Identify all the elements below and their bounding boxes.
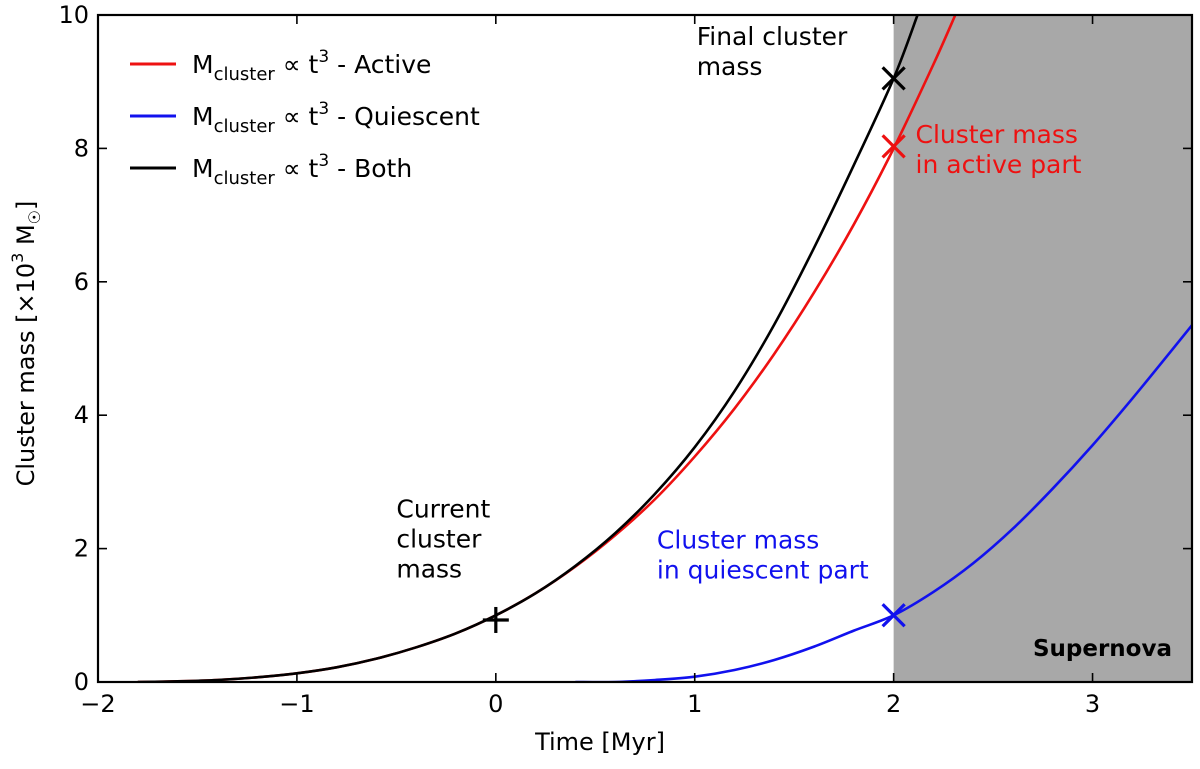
legend-item-active: Mcluster ∝ t3 - Active — [130, 47, 431, 85]
current-mass-annotation: Current cluster mass — [396, 494, 490, 583]
series-both-line — [137, 15, 919, 682]
y-tick-label: 2 — [74, 535, 89, 563]
tick-layer: −2 −1 0 1 2 3 0 2 4 6 8 10 — [58, 1, 1192, 718]
x-tick-label: 3 — [1085, 690, 1100, 718]
y-axis-label: Cluster mass [×103 M☉] — [8, 201, 44, 487]
marker-stroke — [881, 603, 906, 628]
legend-label: Mcluster ∝ t3 - Both — [192, 151, 412, 189]
y-tick-label: 0 — [74, 668, 89, 696]
annotation-layer: Current cluster mass Final cluster mass Clust… — [396, 22, 1081, 585]
x-tick-label: 1 — [687, 690, 702, 718]
y-tick-label: 4 — [74, 401, 89, 429]
marker-stroke — [881, 134, 906, 159]
marker-stroke — [881, 66, 906, 91]
y-tick-label: 8 — [74, 134, 89, 162]
quiescent-mass-marker — [881, 603, 906, 628]
x-tick-label: −2 — [80, 690, 115, 718]
legend-label: Mcluster ∝ t3 - Quiescent — [192, 99, 480, 137]
legend: Mcluster ∝ t3 - Active Mcluster ∝ t3 - Qu… — [130, 47, 480, 189]
marker-layer — [482, 66, 906, 633]
supernova-region — [893, 15, 1192, 682]
x-axis-label: Time [Myr] — [534, 728, 665, 756]
legend-item-both: Mcluster ∝ t3 - Both — [130, 151, 412, 189]
axis-label-layer: Time [Myr] Cluster mass [×103 M☉] — [8, 201, 665, 756]
x-tick-label: 2 — [886, 690, 901, 718]
final-mass-marker — [881, 66, 906, 91]
legend-item-quiescent: Mcluster ∝ t3 - Quiescent — [130, 99, 480, 137]
y-tick-label: 10 — [58, 1, 89, 29]
legend-label: Mcluster ∝ t3 - Active — [192, 47, 431, 85]
supernova-label: Supernova — [1033, 636, 1172, 662]
y-tick-label: 6 — [74, 268, 89, 296]
shaded-region-layer: Supernova — [893, 15, 1192, 682]
axes-frame — [96, 13, 1194, 684]
axes-frame-layer — [96, 13, 1194, 684]
final-mass-annotation: Final cluster mass — [697, 22, 848, 81]
current-mass-marker — [482, 606, 509, 633]
active-mass-marker — [881, 134, 906, 159]
x-tick-label: −1 — [279, 690, 314, 718]
quiescent-part-annotation: Cluster mass in quiescent part — [657, 526, 869, 585]
active-part-annotation: Cluster mass in active part — [916, 120, 1082, 179]
x-tick-label: 0 — [488, 690, 503, 718]
